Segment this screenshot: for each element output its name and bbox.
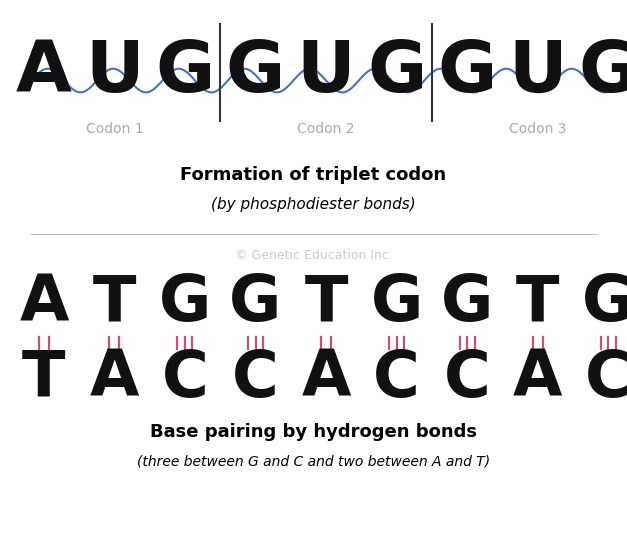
Text: C: C: [444, 347, 490, 410]
Text: (three between G and C and two between A and T): (three between G and C and two between A…: [137, 455, 490, 469]
Text: G: G: [229, 272, 282, 335]
Text: A: A: [16, 38, 72, 107]
Text: Codon 1: Codon 1: [86, 122, 143, 136]
Text: U: U: [297, 38, 356, 107]
Text: A: A: [513, 347, 562, 410]
Text: C: C: [585, 347, 627, 410]
Text: G: G: [582, 272, 627, 335]
Text: © Genetic Education Inc.: © Genetic Education Inc.: [234, 249, 393, 262]
Text: G: G: [371, 272, 423, 335]
Text: C: C: [162, 347, 208, 410]
Text: G: G: [226, 38, 285, 107]
Text: G: G: [579, 38, 627, 107]
Text: A: A: [90, 347, 139, 410]
Text: T: T: [93, 272, 136, 335]
Text: G: G: [441, 272, 493, 335]
Text: Codon 2: Codon 2: [297, 122, 355, 136]
Text: U: U: [508, 38, 567, 107]
Text: C: C: [232, 347, 279, 410]
Text: T: T: [516, 272, 559, 335]
Text: T: T: [22, 347, 66, 410]
Text: T: T: [304, 272, 348, 335]
Text: Base pairing by hydrogen bonds: Base pairing by hydrogen bonds: [150, 423, 477, 441]
Text: Formation of triplet codon: Formation of triplet codon: [181, 165, 446, 184]
Text: G: G: [367, 38, 426, 107]
Text: G: G: [159, 272, 211, 335]
Text: U: U: [85, 38, 144, 107]
Text: A: A: [302, 347, 350, 410]
Text: Codon 3: Codon 3: [509, 122, 566, 136]
Text: A: A: [19, 272, 68, 335]
Text: (by phosphodiester bonds): (by phosphodiester bonds): [211, 197, 416, 212]
Text: C: C: [373, 347, 420, 410]
Text: G: G: [438, 38, 497, 107]
Text: G: G: [155, 38, 214, 107]
